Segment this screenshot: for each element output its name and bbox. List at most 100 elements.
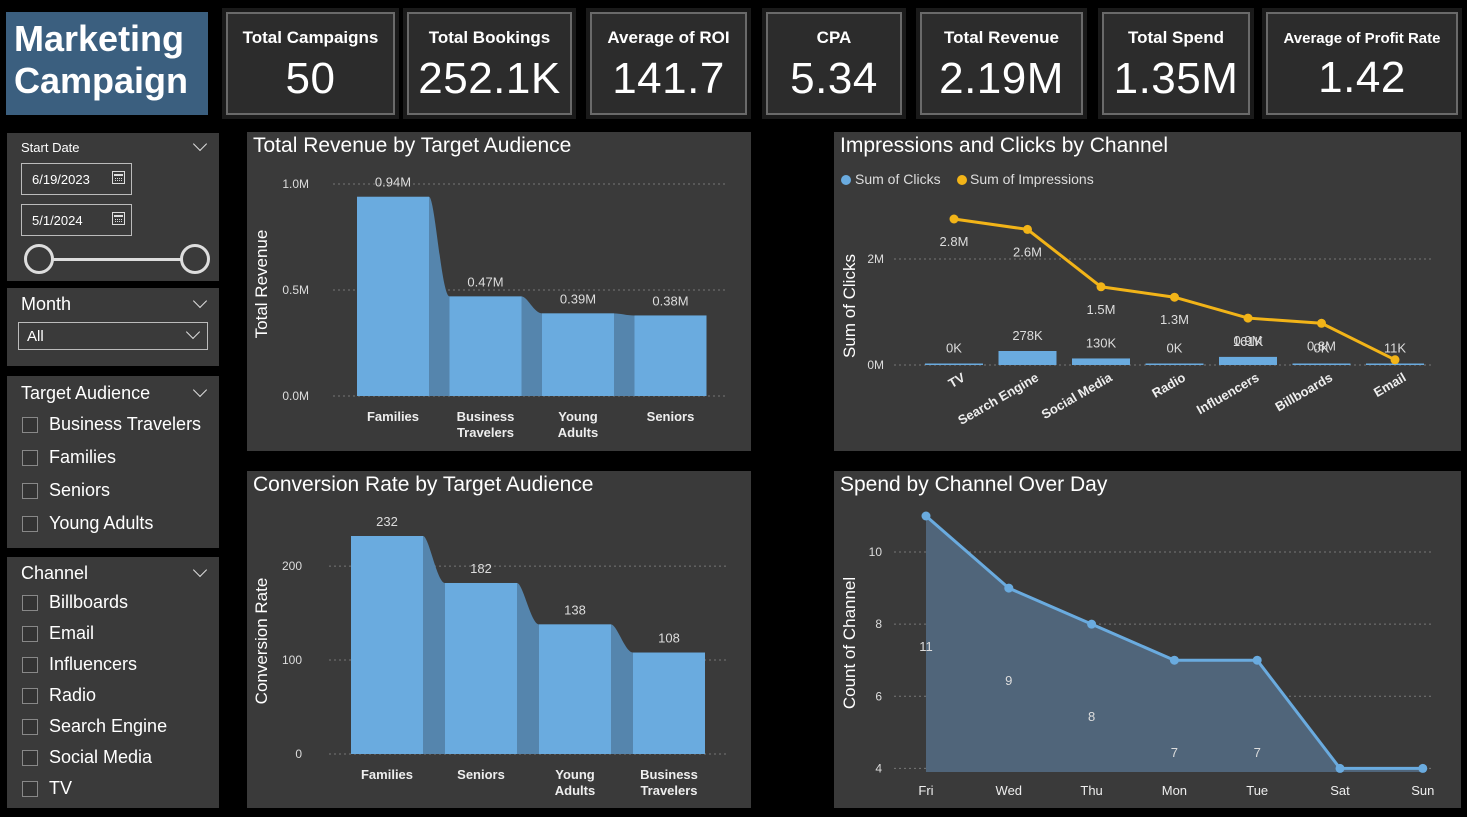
kpi-label: Total Campaigns <box>242 28 379 47</box>
data-label: 182 <box>470 561 492 576</box>
x-tick-label: Search Engine <box>955 370 1041 428</box>
clicks-data-label: 0K <box>946 341 962 356</box>
y-tick-label: 0M <box>867 358 884 372</box>
bar-seniors <box>445 582 517 754</box>
chevron-down-icon[interactable] <box>192 562 208 578</box>
checkbox[interactable] <box>22 416 38 433</box>
kpi-label: Average of ROI <box>607 28 730 47</box>
ribbon-connector <box>611 624 633 754</box>
channel-option-influencers[interactable]: Influencers <box>7 649 219 680</box>
impressions-data-label: 2.8M <box>940 234 969 249</box>
option-label: Business Travelers <box>49 414 202 434</box>
clicks-data-label: 130K <box>1086 335 1117 350</box>
checkbox[interactable] <box>22 656 38 673</box>
y-axis-title: Sum of Clicks <box>840 254 859 358</box>
month-selected-value: All <box>27 328 44 345</box>
kpi-value: 5.34 <box>790 54 878 103</box>
kpi-total-bookings: Total Bookings 252.1K <box>407 12 572 115</box>
kpi-label: Average of Profit Rate <box>1283 30 1441 47</box>
x-tick-label: Young <box>555 767 595 782</box>
calendar-icon[interactable] <box>112 171 125 184</box>
y-tick-label: 4 <box>875 761 882 775</box>
data-label: 9 <box>1005 673 1012 688</box>
x-tick-label: Social Media <box>1039 369 1115 422</box>
data-label: 0.39M <box>560 291 596 306</box>
y-axis-title: Total Revenue <box>252 230 271 339</box>
impressions-point <box>1243 313 1253 323</box>
audience-option-families[interactable]: Families <box>7 441 219 474</box>
impressions-clicks-chart: Impressions and Clicks by Channel Sum of… <box>834 132 1461 451</box>
calendar-icon[interactable] <box>112 212 125 225</box>
data-label: 0.38M <box>652 293 688 308</box>
revenue-by-audience-chart: Total Revenue by Target Audience Total R… <box>247 132 751 451</box>
chevron-down-icon[interactable] <box>192 382 208 398</box>
legend-label-clicks: Sum of Clicks <box>855 171 941 187</box>
month-dropdown[interactable]: All <box>18 322 208 350</box>
x-tick-label: Business <box>640 767 698 782</box>
x-tick-label: Travelers <box>640 783 697 798</box>
end-date-input[interactable]: 5/1/2024 <box>21 204 132 236</box>
channel-option-radio[interactable]: Radio <box>7 680 219 711</box>
audience-option-young-adults[interactable]: Young Adults <box>7 507 219 540</box>
x-tick-label: Travelers <box>457 425 514 440</box>
y-axis-title: Conversion Rate <box>252 578 271 705</box>
clicks-bar <box>925 363 983 365</box>
clicks-data-label: 0K <box>1314 341 1330 356</box>
audience-option-seniors[interactable]: Seniors <box>7 474 219 507</box>
date-range-start-handle[interactable] <box>24 244 54 274</box>
kpi-value: 252.1K <box>418 54 561 103</box>
conversion-by-audience-chart: Conversion Rate by Target Audience Conve… <box>247 471 751 808</box>
kpi-value: 141.7 <box>612 54 725 103</box>
bar-business-travelers <box>633 652 705 754</box>
checkbox[interactable] <box>22 718 38 735</box>
option-label: TV <box>49 778 73 798</box>
option-label: Influencers <box>49 654 138 674</box>
target-audience-slicer-label: Target Audience <box>21 382 151 403</box>
channel-slicer: Channel Billboards Email Influencers Rad… <box>7 557 219 808</box>
option-label: Email <box>49 623 95 643</box>
impressions-point <box>1023 224 1032 234</box>
channel-option-email[interactable]: Email <box>7 618 219 649</box>
option-label: Young Adults <box>49 513 154 533</box>
kpi-value: 2.19M <box>939 54 1064 103</box>
channel-option-search-engine[interactable]: Search Engine <box>7 711 219 742</box>
kpi-total-spend: Total Spend 1.35M <box>1102 12 1250 115</box>
y-tick-label: 2M <box>867 252 884 266</box>
checkbox[interactable] <box>22 625 38 642</box>
x-tick-label: Radio <box>1149 370 1188 401</box>
clicks-bar <box>1145 363 1204 365</box>
dashboard-title: Marketing Campaign <box>6 12 208 115</box>
checkbox[interactable] <box>22 780 38 797</box>
channel-option-tv[interactable]: TV <box>7 773 219 804</box>
bar-business-travelers <box>449 296 522 396</box>
option-label: Seniors <box>49 480 111 500</box>
audience-option-business-travelers[interactable]: Business Travelers <box>7 408 219 441</box>
impressions-point <box>1096 282 1106 292</box>
channel-option-social-media[interactable]: Social Media <box>7 742 219 773</box>
x-tick-label: Sat <box>1330 783 1350 798</box>
kpi-average-profit-rate: Average of Profit Rate 1.42 <box>1266 12 1458 115</box>
start-date-input[interactable]: 6/19/2023 <box>21 163 132 195</box>
date-range-end-handle[interactable] <box>180 244 210 274</box>
kpi-label: Total Revenue <box>944 28 1059 47</box>
x-tick-label: Families <box>361 767 413 782</box>
clicks-bar <box>1219 356 1277 365</box>
checkbox[interactable] <box>22 687 38 704</box>
impressions-point <box>949 214 959 224</box>
x-tick-label: Business <box>457 409 515 424</box>
end-date-value: 5/1/2024 <box>32 213 83 228</box>
clicks-data-label: 11K <box>1384 341 1406 356</box>
channel-option-billboards[interactable]: Billboards <box>7 587 219 618</box>
chevron-down-icon[interactable] <box>192 293 208 309</box>
option-label: Billboards <box>49 592 129 612</box>
chevron-down-icon[interactable] <box>192 136 208 152</box>
x-tick-label: Adults <box>555 783 595 798</box>
checkbox[interactable] <box>22 594 38 611</box>
checkbox[interactable] <box>22 482 38 499</box>
x-tick-label: Mon <box>1162 783 1187 798</box>
checkbox[interactable] <box>22 515 38 532</box>
checkbox[interactable] <box>22 749 38 766</box>
checkbox[interactable] <box>22 449 38 466</box>
impressions-data-label: 0.8M <box>1307 338 1336 353</box>
legend-label-impressions: Sum of Impressions <box>970 171 1094 187</box>
